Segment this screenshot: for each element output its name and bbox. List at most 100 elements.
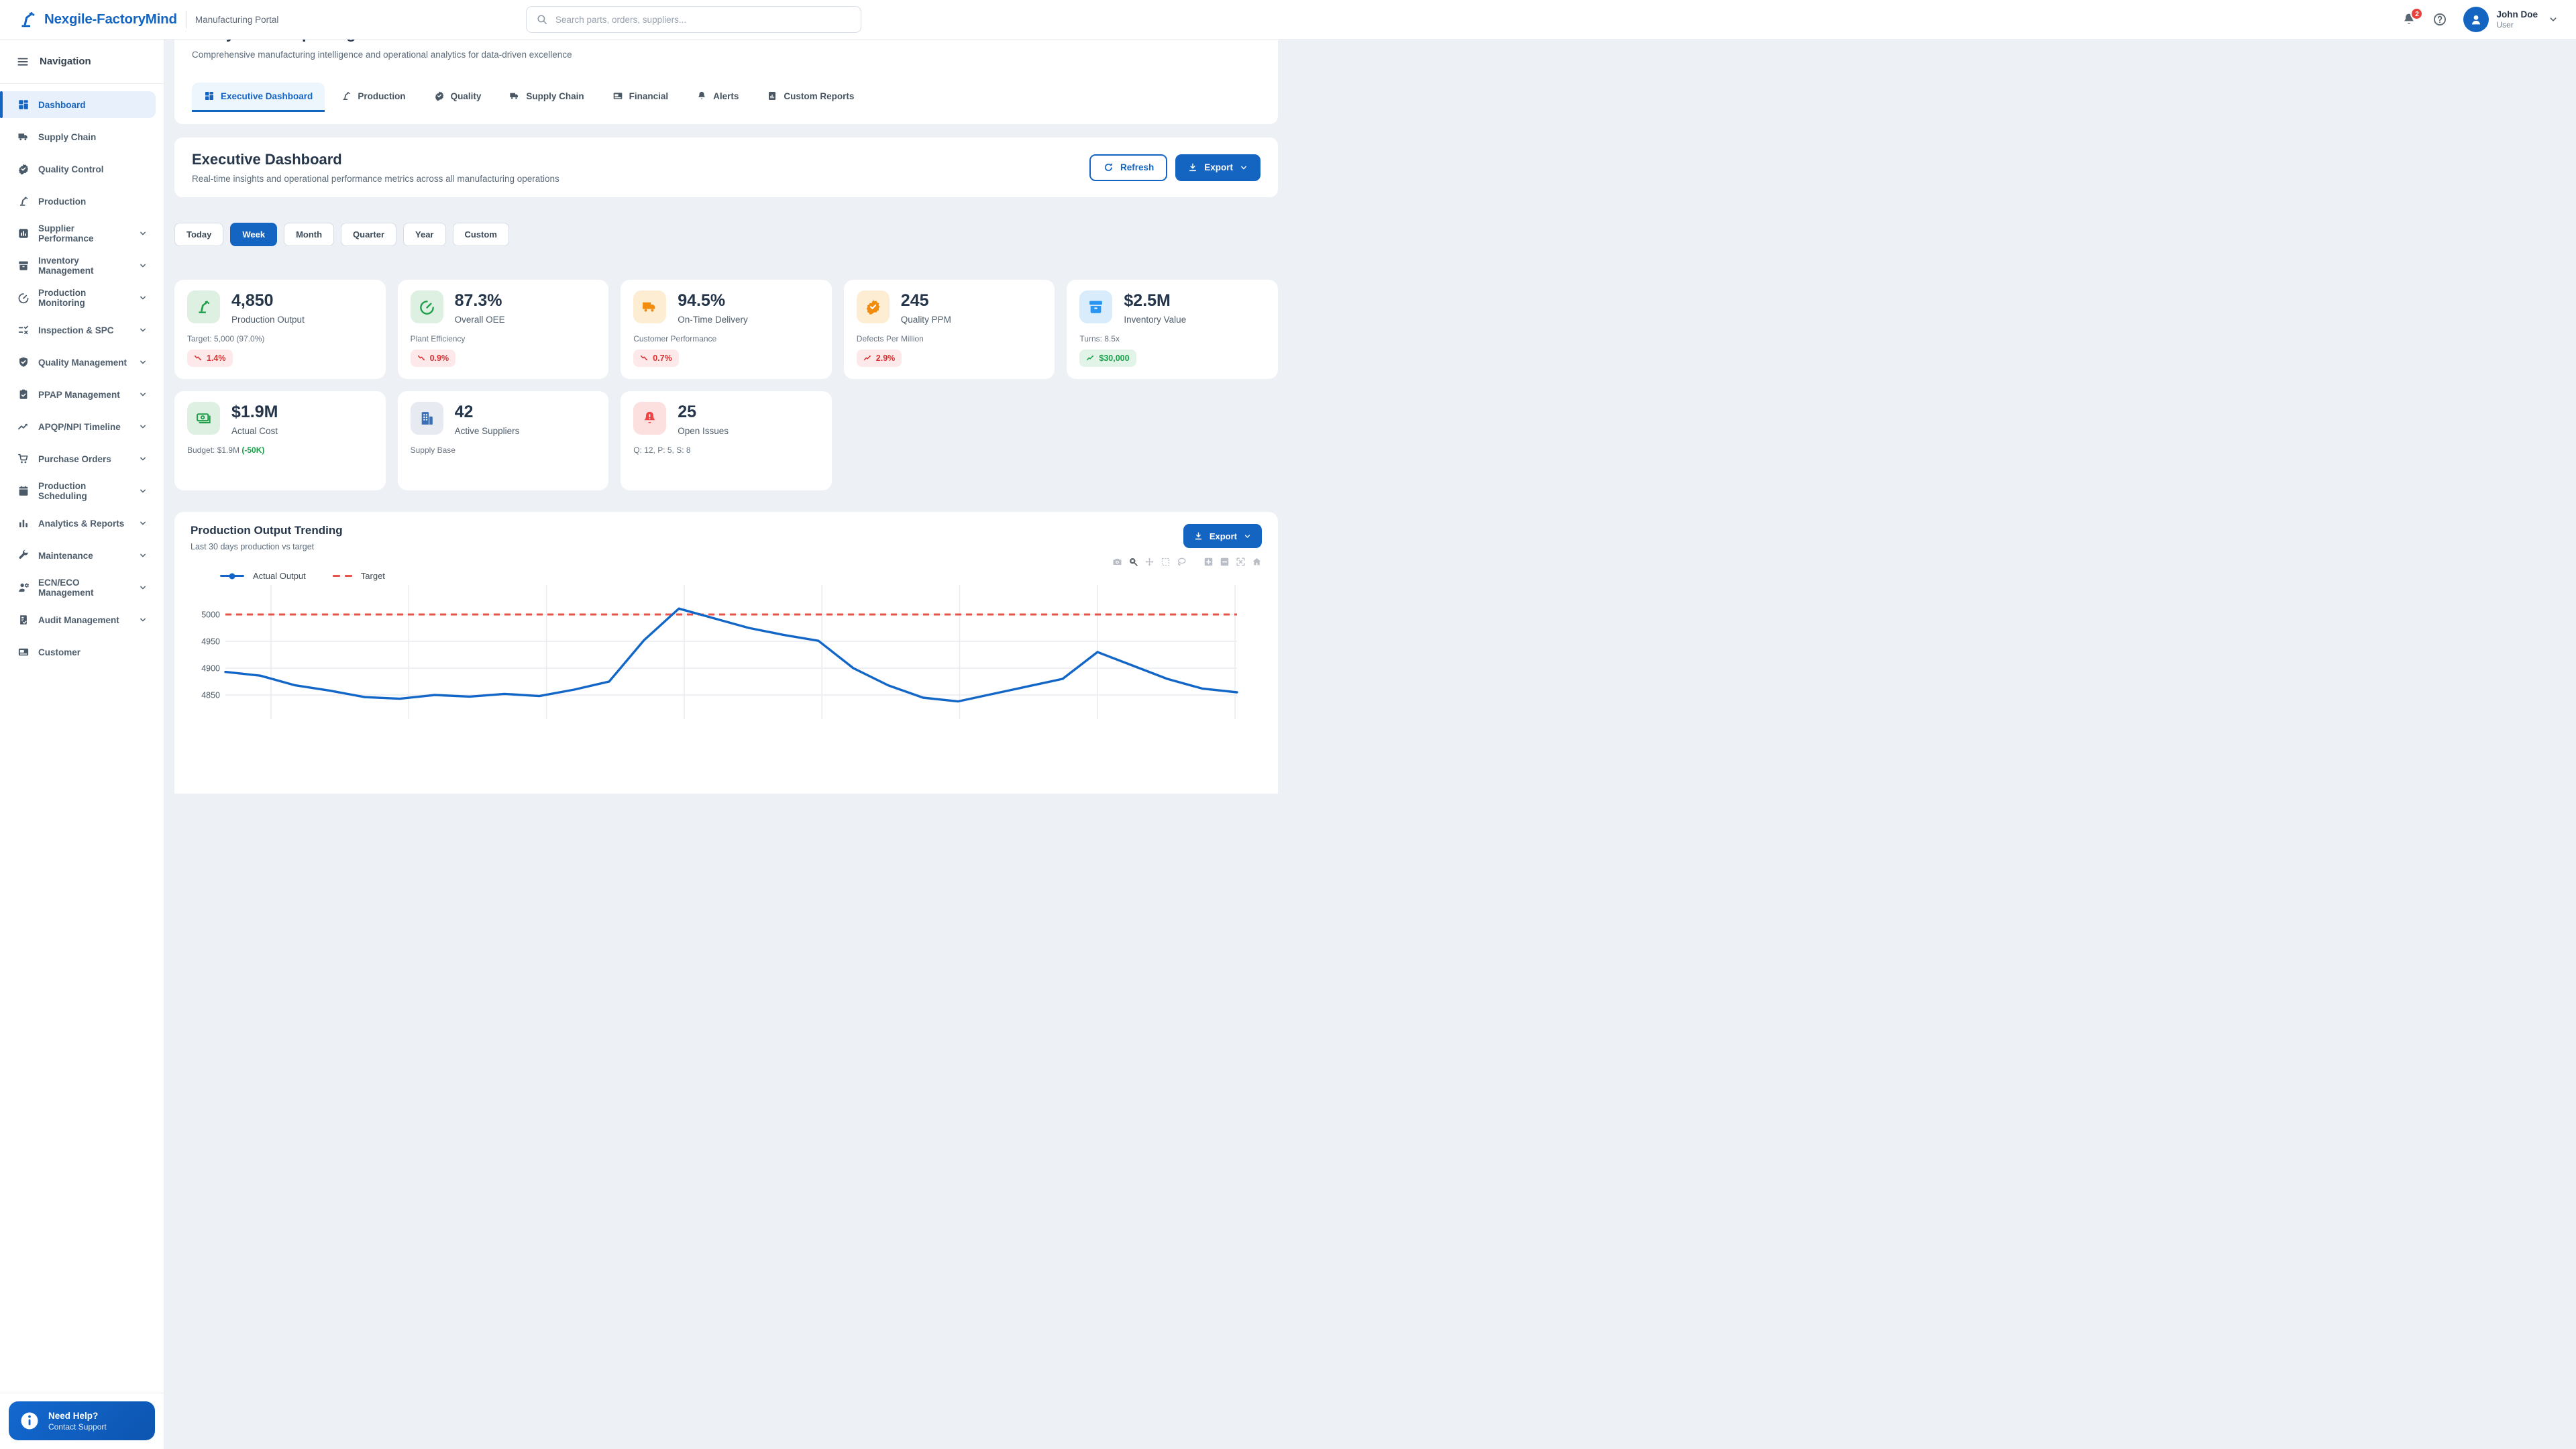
- kpi-icon-tile: [856, 290, 890, 323]
- modebar-zoom-button[interactable]: [1128, 557, 1138, 567]
- sidebar-item-quality-control[interactable]: Quality Control: [0, 156, 156, 182]
- tab-alerts[interactable]: Alerts: [684, 83, 751, 112]
- modebar-autoscale-button[interactable]: [1236, 557, 1246, 567]
- modebar-zoom-in-button[interactable]: [1203, 557, 1214, 567]
- sidebar-item-apqp-npi-timeline[interactable]: APQP/NPI Timeline: [0, 413, 156, 440]
- legend-dash-swatch: [332, 574, 352, 578]
- chevron-down-icon: [138, 422, 148, 431]
- tab-financial[interactable]: Financial: [600, 83, 681, 112]
- avatar: [2463, 7, 2489, 32]
- period-chip-label: Year: [415, 229, 434, 239]
- modebar-lasso-button[interactable]: [1177, 557, 1187, 567]
- tab-executive-dashboard[interactable]: Executive Dashboard: [192, 83, 325, 112]
- top-header: Nexgile-FactoryMind Manufacturing Portal…: [0, 0, 2576, 40]
- chevron-down-icon: [140, 521, 146, 525]
- search-input[interactable]: [555, 14, 851, 25]
- chevron-down-icon: [140, 231, 146, 235]
- sidebar-item-inspection-spc[interactable]: Inspection & SPC: [0, 317, 156, 343]
- period-chip-year[interactable]: Year: [403, 223, 446, 246]
- tab-label: Supply Chain: [526, 91, 584, 101]
- refresh-label: Refresh: [1120, 162, 1155, 172]
- legend-label-target[interactable]: Target: [360, 571, 385, 581]
- modebar-camera-button[interactable]: [1112, 557, 1122, 567]
- sidebar-item-inventory-management[interactable]: Inventory Management: [0, 252, 156, 279]
- gauge-icon: [18, 293, 29, 304]
- modebar-zoom-out-button[interactable]: [1220, 557, 1230, 567]
- user-menu[interactable]: John Doe User: [2463, 7, 2559, 32]
- badge-check-icon: [866, 300, 880, 315]
- sidebar-item-customer[interactable]: Customer: [0, 639, 156, 665]
- sidebar-item-production[interactable]: Production: [0, 188, 156, 215]
- sidebar-item-label: ECN/ECO Management: [38, 578, 94, 598]
- tab-label: Financial: [629, 91, 669, 101]
- brand[interactable]: Nexgile-FactoryMind: [17, 9, 177, 30]
- sidebar-item-ecn-eco-management[interactable]: ECN/ECO Management: [0, 574, 156, 601]
- kpi-trend-value: 1.4%: [207, 353, 226, 363]
- sidebar-item-quality-management[interactable]: Quality Management: [0, 349, 156, 376]
- truck-icon: [643, 302, 655, 312]
- refresh-button[interactable]: Refresh: [1089, 154, 1168, 181]
- sidebar-nav-list: Dashboard Supply Chain Quality Control Prod…: [0, 84, 164, 1449]
- sidebar-item-dashboard[interactable]: Dashboard: [0, 91, 156, 118]
- sidebar-footer: Need Help? Contact Support: [0, 1393, 164, 1449]
- person-gear-icon: [19, 583, 30, 592]
- modebar-box-select-button[interactable]: [1161, 557, 1171, 567]
- bars-icon: [19, 519, 28, 527]
- chevron-down-icon: [1239, 163, 1248, 172]
- chevron-down-icon: [138, 615, 148, 625]
- question-icon: [2434, 13, 2447, 25]
- period-chip-custom[interactable]: Custom: [452, 223, 509, 246]
- period-chip-today[interactable]: Today: [174, 223, 224, 246]
- chart-legend: Actual Output Target: [220, 571, 1262, 581]
- kpi-trend-badge: 0.7%: [633, 349, 679, 367]
- chevron-down-icon: [2548, 14, 2559, 25]
- kpi-trend-badge: 0.9%: [410, 349, 456, 367]
- hamburger-menu-button[interactable]: [16, 55, 30, 68]
- kpi-trend-value: 0.7%: [653, 353, 672, 363]
- period-chip-month[interactable]: Month: [284, 223, 335, 246]
- sidebar-item-audit-management[interactable]: Audit Management: [0, 606, 156, 633]
- kpi-value: 245: [900, 291, 929, 310]
- sidebar-item-analytics-reports[interactable]: Analytics & Reports: [0, 510, 156, 537]
- home-icon: [1252, 558, 1261, 566]
- modebar-pan-button[interactable]: [1144, 557, 1155, 567]
- period-chip-week[interactable]: Week: [230, 223, 278, 246]
- chart-export-button[interactable]: Export: [1183, 524, 1262, 548]
- sidebar-item-purchase-orders[interactable]: Purchase Orders: [0, 445, 156, 472]
- sidebar-item-production-scheduling[interactable]: Production Scheduling: [0, 478, 156, 504]
- sidebar-item-label: Supplier Performance: [38, 223, 94, 244]
- kpi-row-1: 4,850 Production Output Target: 5,000 (9…: [174, 280, 1278, 379]
- chevron-down-icon: [140, 328, 146, 332]
- need-help-card[interactable]: Need Help? Contact Support: [9, 1401, 155, 1440]
- trend-up-icon: [863, 356, 871, 361]
- help-card-subtitle: Contact Support: [48, 1422, 107, 1432]
- kpi-card-on-time-delivery: 94.5% On-Time Delivery Customer Performa…: [621, 280, 832, 379]
- kpi-trend-value: $30,000: [1099, 353, 1130, 363]
- sidebar-item-supply-chain[interactable]: Supply Chain: [0, 123, 156, 150]
- global-search[interactable]: [526, 6, 861, 33]
- tab-quality[interactable]: Quality: [422, 83, 494, 112]
- legend-label-actual-output[interactable]: Actual Output: [253, 571, 306, 581]
- sidebar-item-ppap-management[interactable]: PPAP Management: [0, 381, 156, 408]
- sidebar-item-label: Quality Control: [38, 164, 104, 174]
- sidebar-item-maintenance[interactable]: Maintenance: [0, 542, 156, 569]
- chart-modebar: [191, 557, 1262, 567]
- chevron-down-icon: [140, 425, 146, 429]
- tab-production[interactable]: Production: [329, 83, 417, 112]
- period-chip-quarter[interactable]: Quarter: [341, 223, 397, 246]
- sidebar-item-production-monitoring[interactable]: Production Monitoring: [0, 284, 156, 311]
- tab-custom-reports[interactable]: Custom Reports: [755, 83, 866, 112]
- production-output-chart[interactable]: 5000 4950 4900 4850: [191, 585, 1262, 719]
- refresh-icon: [1104, 163, 1112, 171]
- modebar-home-button[interactable]: [1252, 557, 1262, 567]
- card-icon: [613, 93, 622, 99]
- export-button[interactable]: Export: [1175, 154, 1260, 181]
- grid-icon: [19, 100, 28, 109]
- trend-icon: [17, 423, 28, 430]
- robot-arm-icon: [21, 11, 35, 28]
- sidebar-item-label: Inspection & SPC: [38, 325, 114, 335]
- sidebar-item-supplier-performance[interactable]: Supplier Performance: [0, 220, 156, 247]
- tab-supply-chain[interactable]: Supply Chain: [497, 83, 596, 112]
- help-button[interactable]: [2432, 12, 2447, 27]
- notifications-button[interactable]: 2: [2402, 7, 2424, 27]
